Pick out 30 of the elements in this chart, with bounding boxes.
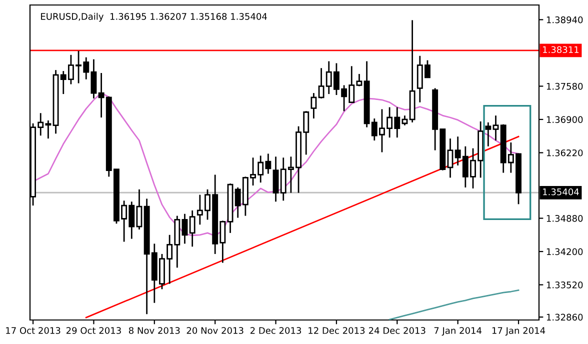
y-tick-label: 1.34880 <box>546 214 583 222</box>
y-tick-label: 1.33520 <box>546 282 583 288</box>
x-tick-label: 17 Jan 2014 <box>492 327 546 336</box>
text: EURUSD,Daily 1.36195 1.36207 1.35168 1.35404 <box>41 12 267 22</box>
candlestick <box>447 138 454 178</box>
x-tick-label: 20 Nov 2013 <box>186 327 244 334</box>
candlestick <box>272 156 279 202</box>
line-series <box>388 289 520 320</box>
x-tick-label: 2 Dec 2013 <box>250 327 302 334</box>
ref-line-label: 1.38311 <box>543 46 579 54</box>
x-tick-label: 24 Dec 2013 <box>368 327 426 334</box>
y-tick-label: 1.36220 <box>546 149 583 156</box>
ref-line-label: 1.35404 <box>543 188 579 196</box>
y-tick-label: 1.32860 <box>546 314 583 321</box>
x-tick-label: 12 Dec 2013 <box>308 327 365 334</box>
x-tick-label: 29 Oct 2013 <box>66 327 121 334</box>
x-tick-label: 8 Nov 2013 <box>128 327 180 334</box>
y-tick-label: 1.34200 <box>546 248 583 256</box>
candlestick <box>485 122 492 148</box>
y-tick-label: 1.37580 <box>546 82 583 90</box>
x-tick-label: 7 Jan 2014 <box>434 327 482 336</box>
x-tick-label: 17 Oct 2013 <box>6 327 60 334</box>
candlestick <box>182 213 188 244</box>
candlestick <box>310 92 317 120</box>
candlestick <box>402 114 408 126</box>
y-tick-label: 1.38940 <box>546 16 583 24</box>
y-tick-label: 1.36900 <box>546 116 583 124</box>
candlestick <box>136 188 142 230</box>
candlestick <box>492 114 499 142</box>
candlestick <box>189 210 196 248</box>
